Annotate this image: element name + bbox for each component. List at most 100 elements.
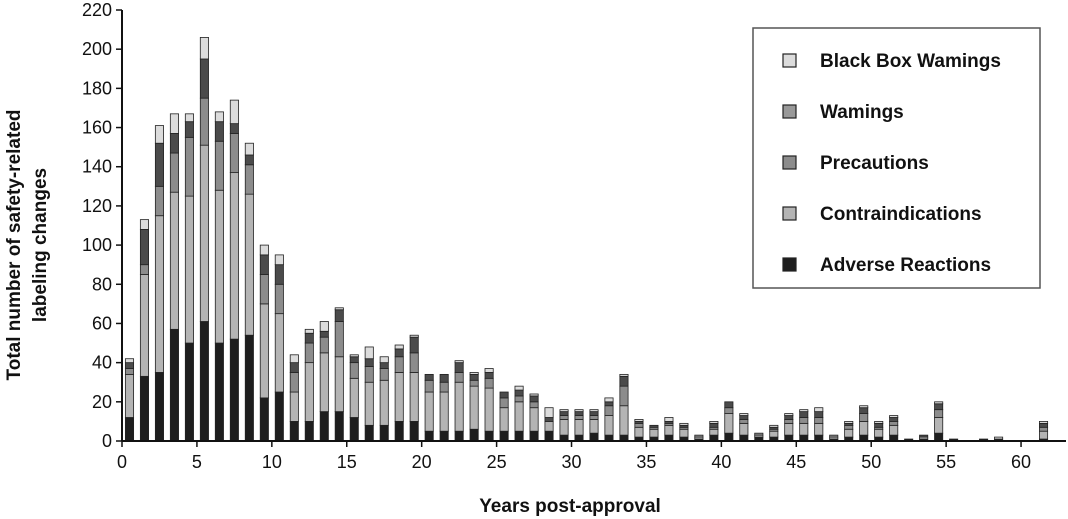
bar-segment-adverse-reactions bbox=[439, 430, 449, 442]
bar-segment-precautions bbox=[349, 362, 359, 379]
bar-segment-contraindications bbox=[634, 426, 644, 438]
bar-segment-precautions bbox=[214, 140, 224, 191]
bar-segment-contraindications bbox=[199, 144, 209, 322]
bar-segment-warnings bbox=[424, 373, 434, 381]
bar-segment-adverse-reactions bbox=[454, 430, 464, 442]
bar-segment-warnings bbox=[364, 358, 374, 367]
bar-segment-contraindications bbox=[814, 422, 824, 436]
y-tick-label: 180 bbox=[82, 78, 112, 98]
bar-segment-precautions bbox=[739, 419, 749, 424]
bar-segment-contraindications bbox=[709, 428, 719, 436]
legend-swatch bbox=[782, 257, 797, 272]
bar-segment-warnings bbox=[649, 424, 659, 428]
bar-segment-precautions bbox=[484, 377, 494, 389]
y-tick-label: 160 bbox=[82, 118, 112, 138]
bar-segment-warnings bbox=[544, 417, 554, 422]
y-tick-label: 140 bbox=[82, 157, 112, 177]
bar-segment-contraindications bbox=[544, 421, 554, 432]
bar-segment-warnings bbox=[214, 121, 224, 142]
bar-segment-black-box-wamings bbox=[769, 424, 779, 428]
bar-segment-precautions bbox=[154, 185, 164, 217]
bar-segment-contraindications bbox=[139, 274, 149, 377]
bar-segment-black-box-wamings bbox=[544, 407, 554, 418]
bar-segment-precautions bbox=[529, 401, 539, 409]
bar-segment-contraindications bbox=[664, 424, 674, 436]
bar-segment-adverse-reactions bbox=[409, 421, 419, 442]
y-tick-label: 80 bbox=[92, 274, 112, 294]
bar-segment-warnings bbox=[289, 362, 299, 373]
bar-segment-adverse-reactions bbox=[199, 321, 209, 442]
bar-segment-black-box-wamings bbox=[679, 422, 689, 426]
bar-segment-precautions bbox=[169, 152, 179, 193]
y-tick-label: 100 bbox=[82, 235, 112, 255]
bar-segment-precautions bbox=[514, 395, 524, 403]
bar-segment-black-box-wamings bbox=[259, 244, 269, 256]
bar-segment-precautions bbox=[334, 321, 344, 358]
bar-segment-warnings bbox=[814, 411, 824, 418]
bar-segment-warnings bbox=[469, 373, 479, 381]
bar-segment-black-box-wamings bbox=[229, 99, 239, 125]
bar-segment-precautions bbox=[589, 415, 599, 420]
y-tick-label: 0 bbox=[102, 431, 112, 451]
bar-segment-adverse-reactions bbox=[544, 430, 554, 442]
bar-segment-black-box-wamings bbox=[589, 409, 599, 413]
bar-segment-black-box-wamings bbox=[604, 397, 614, 403]
bar-segment-precautions bbox=[934, 409, 944, 418]
bar-segment-black-box-wamings bbox=[304, 328, 314, 334]
bar-segment-black-box-wamings bbox=[1039, 421, 1049, 424]
legend-swatch bbox=[782, 155, 797, 170]
bar-segment-warnings bbox=[379, 362, 389, 369]
bar-segment-precautions bbox=[814, 417, 824, 424]
legend-label: Adverse Reactions bbox=[820, 255, 991, 276]
bar-segment-black-box-wamings bbox=[469, 372, 479, 375]
bar-segment-adverse-reactions bbox=[244, 334, 254, 442]
bar-segment-precautions bbox=[559, 415, 569, 420]
bar-segment-black-box-wamings bbox=[124, 358, 135, 364]
legend-label: Wamings bbox=[820, 102, 904, 123]
bar-segment-precautions bbox=[799, 417, 809, 424]
bar-segment-warnings bbox=[394, 348, 404, 358]
bar-segment-warnings bbox=[619, 375, 629, 387]
bar-segment-black-box-wamings bbox=[334, 307, 344, 311]
bar-segment-adverse-reactions bbox=[154, 372, 164, 442]
bar-segment-black-box-wamings bbox=[289, 354, 299, 364]
bar-segment-black-box-wamings bbox=[664, 417, 674, 422]
bar-segment-contraindications bbox=[514, 401, 524, 432]
bar-segment-black-box-wamings bbox=[169, 113, 179, 134]
bar-segment-warnings bbox=[574, 411, 584, 416]
x-tick-label: 5 bbox=[192, 452, 202, 472]
bar-segment-black-box-wamings bbox=[799, 409, 809, 413]
bar-segment-black-box-wamings bbox=[934, 401, 944, 405]
y-axis-ticks: 0 20 40 60 80 100 120 140 160 180 200 220 bbox=[82, 0, 122, 451]
bar-segment-warnings bbox=[604, 401, 614, 407]
bar-segment-adverse-reactions bbox=[274, 391, 284, 442]
bar-segment-black-box-wamings bbox=[319, 321, 329, 332]
bar-segment-contraindications bbox=[649, 428, 659, 438]
y-tick-label: 60 bbox=[92, 313, 112, 333]
bar-segment-black-box-wamings bbox=[409, 334, 419, 338]
bar-segment-precautions bbox=[229, 133, 239, 174]
bar-segment-adverse-reactions bbox=[589, 432, 599, 442]
bar-segment-contraindications bbox=[559, 419, 569, 436]
bar-segment-black-box-wamings bbox=[484, 368, 494, 373]
bar-segment-adverse-reactions bbox=[229, 338, 239, 442]
bar-segment-adverse-reactions bbox=[529, 430, 539, 442]
bar-segment-warnings bbox=[274, 264, 284, 285]
bar-segment-black-box-wamings bbox=[199, 37, 209, 60]
legend-swatch bbox=[782, 206, 797, 221]
bar-segment-warnings bbox=[709, 422, 719, 428]
bar-segment-contraindications bbox=[379, 379, 389, 426]
bar-segment-black-box-wamings bbox=[364, 346, 374, 360]
bar-segment-contraindications bbox=[124, 373, 135, 418]
bar-segment-warnings bbox=[799, 411, 809, 418]
bar-segment-black-box-wamings bbox=[214, 111, 224, 123]
bar-segment-black-box-wamings bbox=[574, 409, 584, 413]
bar-segment-contraindications bbox=[934, 417, 944, 434]
bar-segment-precautions bbox=[424, 379, 434, 393]
bar-segment-warnings bbox=[304, 332, 314, 344]
y-axis-title-line-2: labeling changes bbox=[30, 168, 51, 322]
bar-segment-precautions bbox=[829, 434, 839, 438]
x-tick-label: 20 bbox=[412, 452, 432, 472]
bar-segment-adverse-reactions bbox=[259, 397, 269, 442]
